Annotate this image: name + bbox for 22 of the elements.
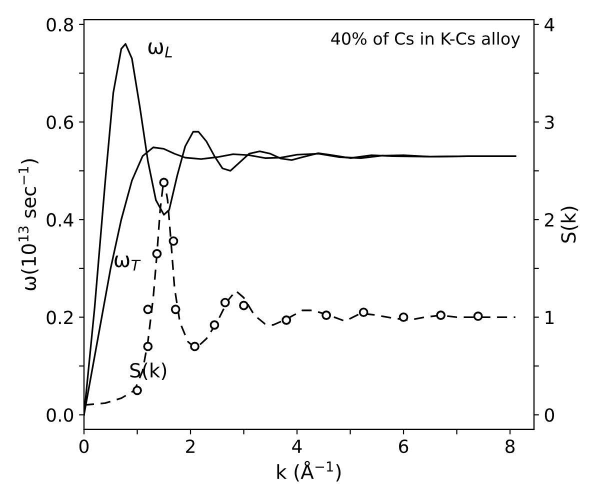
x-tick-label: 0 <box>79 439 89 454</box>
y-tick-label: 0.6 <box>46 115 74 130</box>
y2-tick-label: 4 <box>544 18 554 32</box>
annotation: 40% of Cs in K-Cs alloy <box>331 32 520 48</box>
y2-tick-label: 1 <box>546 310 554 324</box>
x-tick-label: 6 <box>399 439 408 454</box>
annotation: ω$_{L}$ <box>148 42 172 58</box>
y2-tick-label: 3 <box>545 115 554 130</box>
y2-tick-label: 0 <box>544 408 554 422</box>
y-axis-title: ω(10$^{13}$ sec$^{−1}$) <box>18 159 38 290</box>
x-tick-label: 8 <box>506 439 515 454</box>
annotation: S(k) <box>130 362 166 380</box>
y-tick-label: 0.0 <box>46 408 74 422</box>
y-tick-label: 0.8 <box>46 18 74 32</box>
annotation: ω$_{T}$ <box>114 256 141 270</box>
y2-tick-label: 2 <box>545 213 554 226</box>
x-axis-title: k (Å$^{−1}$) <box>277 460 341 482</box>
y-tick-label: 0.4 <box>46 213 74 227</box>
y-tick-label: 0.2 <box>46 310 72 324</box>
x-tick-label: 4 <box>292 440 302 453</box>
x-tick-label: 2 <box>186 439 194 453</box>
y2-axis-title: S(k) <box>560 206 578 243</box>
